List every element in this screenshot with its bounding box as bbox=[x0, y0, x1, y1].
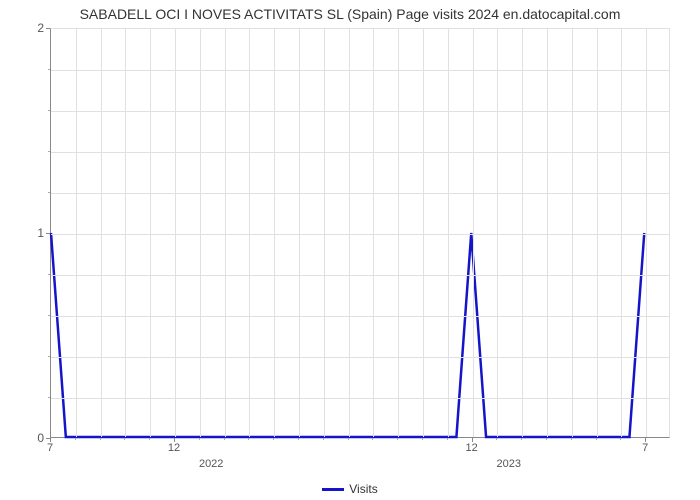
x-minor-tick bbox=[496, 438, 497, 440]
x-minor-tick bbox=[323, 438, 324, 440]
gridline-v bbox=[125, 29, 126, 437]
gridline-v bbox=[76, 29, 77, 437]
gridline-h-minor bbox=[51, 152, 669, 153]
gridline-h-minor bbox=[51, 357, 669, 358]
x-minor-tick bbox=[546, 438, 547, 440]
gridline-v bbox=[225, 29, 226, 437]
gridline-v bbox=[497, 29, 498, 437]
gridline-h-minor bbox=[51, 193, 669, 194]
gridline-v bbox=[175, 29, 176, 437]
gridline-v bbox=[249, 29, 250, 437]
gridline-v bbox=[373, 29, 374, 437]
visits-chart: SABADELL OCI I NOVES ACTIVITATS SL (Spai… bbox=[0, 0, 700, 500]
gridline-h-minor bbox=[51, 316, 669, 317]
gridline-v bbox=[621, 29, 622, 437]
gridline-v bbox=[150, 29, 151, 437]
gridline-v bbox=[200, 29, 201, 437]
x-tick-label: 7 bbox=[642, 442, 648, 454]
gridline-h-minor bbox=[51, 275, 669, 276]
y-minor-tick bbox=[48, 192, 50, 193]
legend-label: Visits bbox=[349, 482, 377, 496]
y-tick-label: 1 bbox=[24, 226, 44, 240]
x-tick-mark bbox=[645, 438, 646, 442]
gridline-v bbox=[349, 29, 350, 437]
gridline-v bbox=[572, 29, 573, 437]
x-minor-tick bbox=[447, 438, 448, 440]
y-tick-mark bbox=[46, 233, 50, 234]
gridline-v bbox=[398, 29, 399, 437]
y-minor-tick bbox=[48, 397, 50, 398]
line-series bbox=[51, 29, 669, 437]
y-minor-tick bbox=[48, 151, 50, 152]
x-year-label: 2022 bbox=[199, 458, 223, 470]
gridline-h bbox=[51, 234, 669, 235]
x-minor-tick bbox=[521, 438, 522, 440]
x-minor-tick bbox=[273, 438, 274, 440]
x-minor-tick bbox=[397, 438, 398, 440]
chart-legend: Visits bbox=[0, 482, 700, 496]
x-minor-tick bbox=[571, 438, 572, 440]
gridline-v bbox=[274, 29, 275, 437]
x-tick-mark bbox=[50, 438, 51, 442]
gridline-v bbox=[101, 29, 102, 437]
y-tick-label: 0 bbox=[24, 431, 44, 445]
x-minor-tick bbox=[620, 438, 621, 440]
x-tick-label: 12 bbox=[168, 442, 180, 454]
gridline-v bbox=[423, 29, 424, 437]
plot-area bbox=[50, 28, 670, 438]
x-minor-tick bbox=[298, 438, 299, 440]
gridline-v bbox=[522, 29, 523, 437]
chart-title: SABADELL OCI I NOVES ACTIVITATS SL (Spai… bbox=[0, 6, 700, 22]
gridline-v bbox=[646, 29, 647, 437]
y-minor-tick bbox=[48, 274, 50, 275]
gridline-v bbox=[299, 29, 300, 437]
x-tick-label: 12 bbox=[465, 442, 477, 454]
x-tick-label: 7 bbox=[47, 442, 53, 454]
x-minor-tick bbox=[248, 438, 249, 440]
gridline-h-minor bbox=[51, 398, 669, 399]
x-minor-tick bbox=[75, 438, 76, 440]
gridline-v bbox=[473, 29, 474, 437]
x-tick-mark bbox=[472, 438, 473, 442]
gridline-v bbox=[448, 29, 449, 437]
x-minor-tick bbox=[199, 438, 200, 440]
gridline-v bbox=[324, 29, 325, 437]
gridline-h-minor bbox=[51, 70, 669, 71]
x-minor-tick bbox=[372, 438, 373, 440]
y-minor-tick bbox=[48, 110, 50, 111]
y-tick-mark bbox=[46, 28, 50, 29]
y-minor-tick bbox=[48, 356, 50, 357]
y-tick-label: 2 bbox=[24, 21, 44, 35]
x-year-label: 2023 bbox=[497, 458, 521, 470]
x-minor-tick bbox=[149, 438, 150, 440]
y-minor-tick bbox=[48, 315, 50, 316]
legend-swatch bbox=[322, 488, 344, 491]
x-minor-tick bbox=[348, 438, 349, 440]
gridline-v bbox=[547, 29, 548, 437]
x-minor-tick bbox=[596, 438, 597, 440]
x-minor-tick bbox=[422, 438, 423, 440]
x-minor-tick bbox=[124, 438, 125, 440]
y-minor-tick bbox=[48, 69, 50, 70]
x-minor-tick bbox=[224, 438, 225, 440]
gridline-v bbox=[597, 29, 598, 437]
x-minor-tick bbox=[100, 438, 101, 440]
gridline-h-minor bbox=[51, 111, 669, 112]
x-tick-mark bbox=[174, 438, 175, 442]
